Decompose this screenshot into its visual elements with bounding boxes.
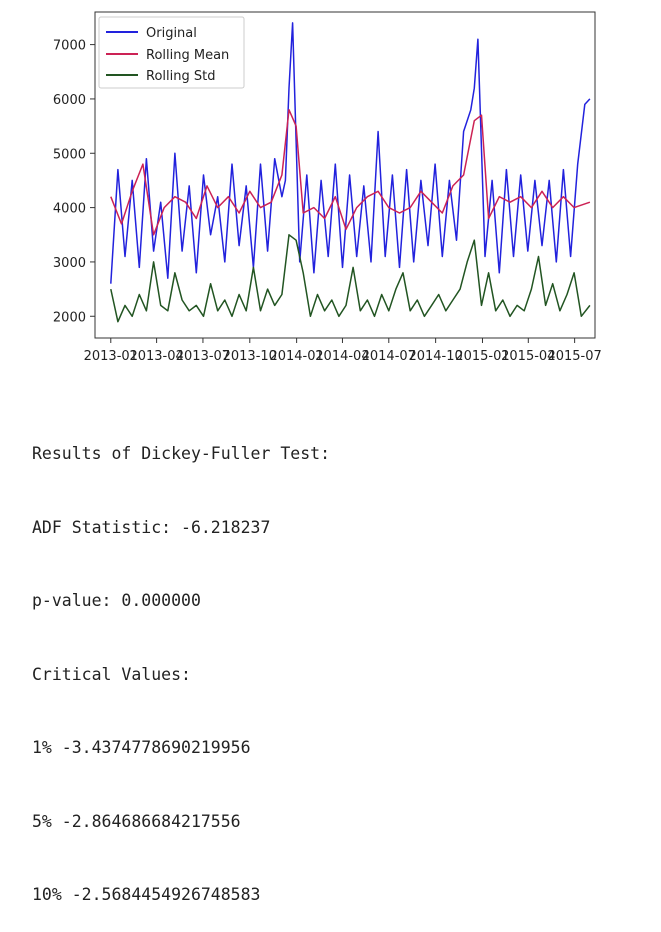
legend-label-rolling-std: Rolling Std <box>146 69 215 84</box>
series-line-rolling-mean <box>110 109 591 236</box>
x-tick-label: 2014-10 <box>408 349 462 364</box>
legend-label-original: Original <box>146 26 197 41</box>
critical-value-10pct: 10% -2.5684454926748583 <box>32 885 261 904</box>
x-tick-label: 2015-07 <box>547 349 601 364</box>
series-line-rolling-std <box>110 234 591 323</box>
adf-statistic: ADF Statistic: -6.218237 <box>32 517 271 537</box>
y-tick-label: 7000 <box>53 39 86 54</box>
x-tick-label: 2013-10 <box>223 349 277 364</box>
x-tick-label: 2013-04 <box>129 349 183 364</box>
legend-box <box>98 16 245 89</box>
legend-label-rolling-mean: Rolling Mean <box>146 48 229 63</box>
x-tick-label: 2013-01 <box>84 349 138 364</box>
critical-values-header: Critical Values: <box>32 664 191 684</box>
x-axis: 2013-012013-042013-072013-102014-012014-… <box>84 338 602 364</box>
x-tick-label: 2015-01 <box>455 349 509 364</box>
plot-frame <box>94 11 596 339</box>
dickey-fuller-results: Results of Dickey-Fuller Test: ADF Stati… <box>32 393 330 932</box>
x-tick-label: 2014-04 <box>315 349 369 364</box>
y-tick-label: 5000 <box>53 147 86 162</box>
y-tick-label: 2000 <box>53 310 86 325</box>
p-value: p-value: 0.000000 <box>32 591 201 610</box>
series-line-original <box>110 22 591 284</box>
critical-value-5pct: 5% -2.864686684217556 <box>32 811 241 831</box>
y-tick-label: 4000 <box>53 202 86 217</box>
results-title: Results of Dickey-Fuller Test: <box>32 444 331 463</box>
critical-value-1pct: 1% -3.4374778690219956 <box>32 738 251 757</box>
x-tick-label: 2014-01 <box>269 349 323 364</box>
x-tick-label: 2014-07 <box>362 349 416 364</box>
y-axis: 2000 3000 4000 5000 6000 7000 <box>53 39 95 325</box>
x-tick-label: 2015-04 <box>501 349 555 364</box>
y-tick-label: 6000 <box>53 93 86 108</box>
x-tick-label: 2013-07 <box>176 349 230 364</box>
plot-lines <box>110 22 591 323</box>
legend: Original Rolling Mean Rolling Std <box>98 16 245 89</box>
y-tick-label: 3000 <box>53 256 86 271</box>
